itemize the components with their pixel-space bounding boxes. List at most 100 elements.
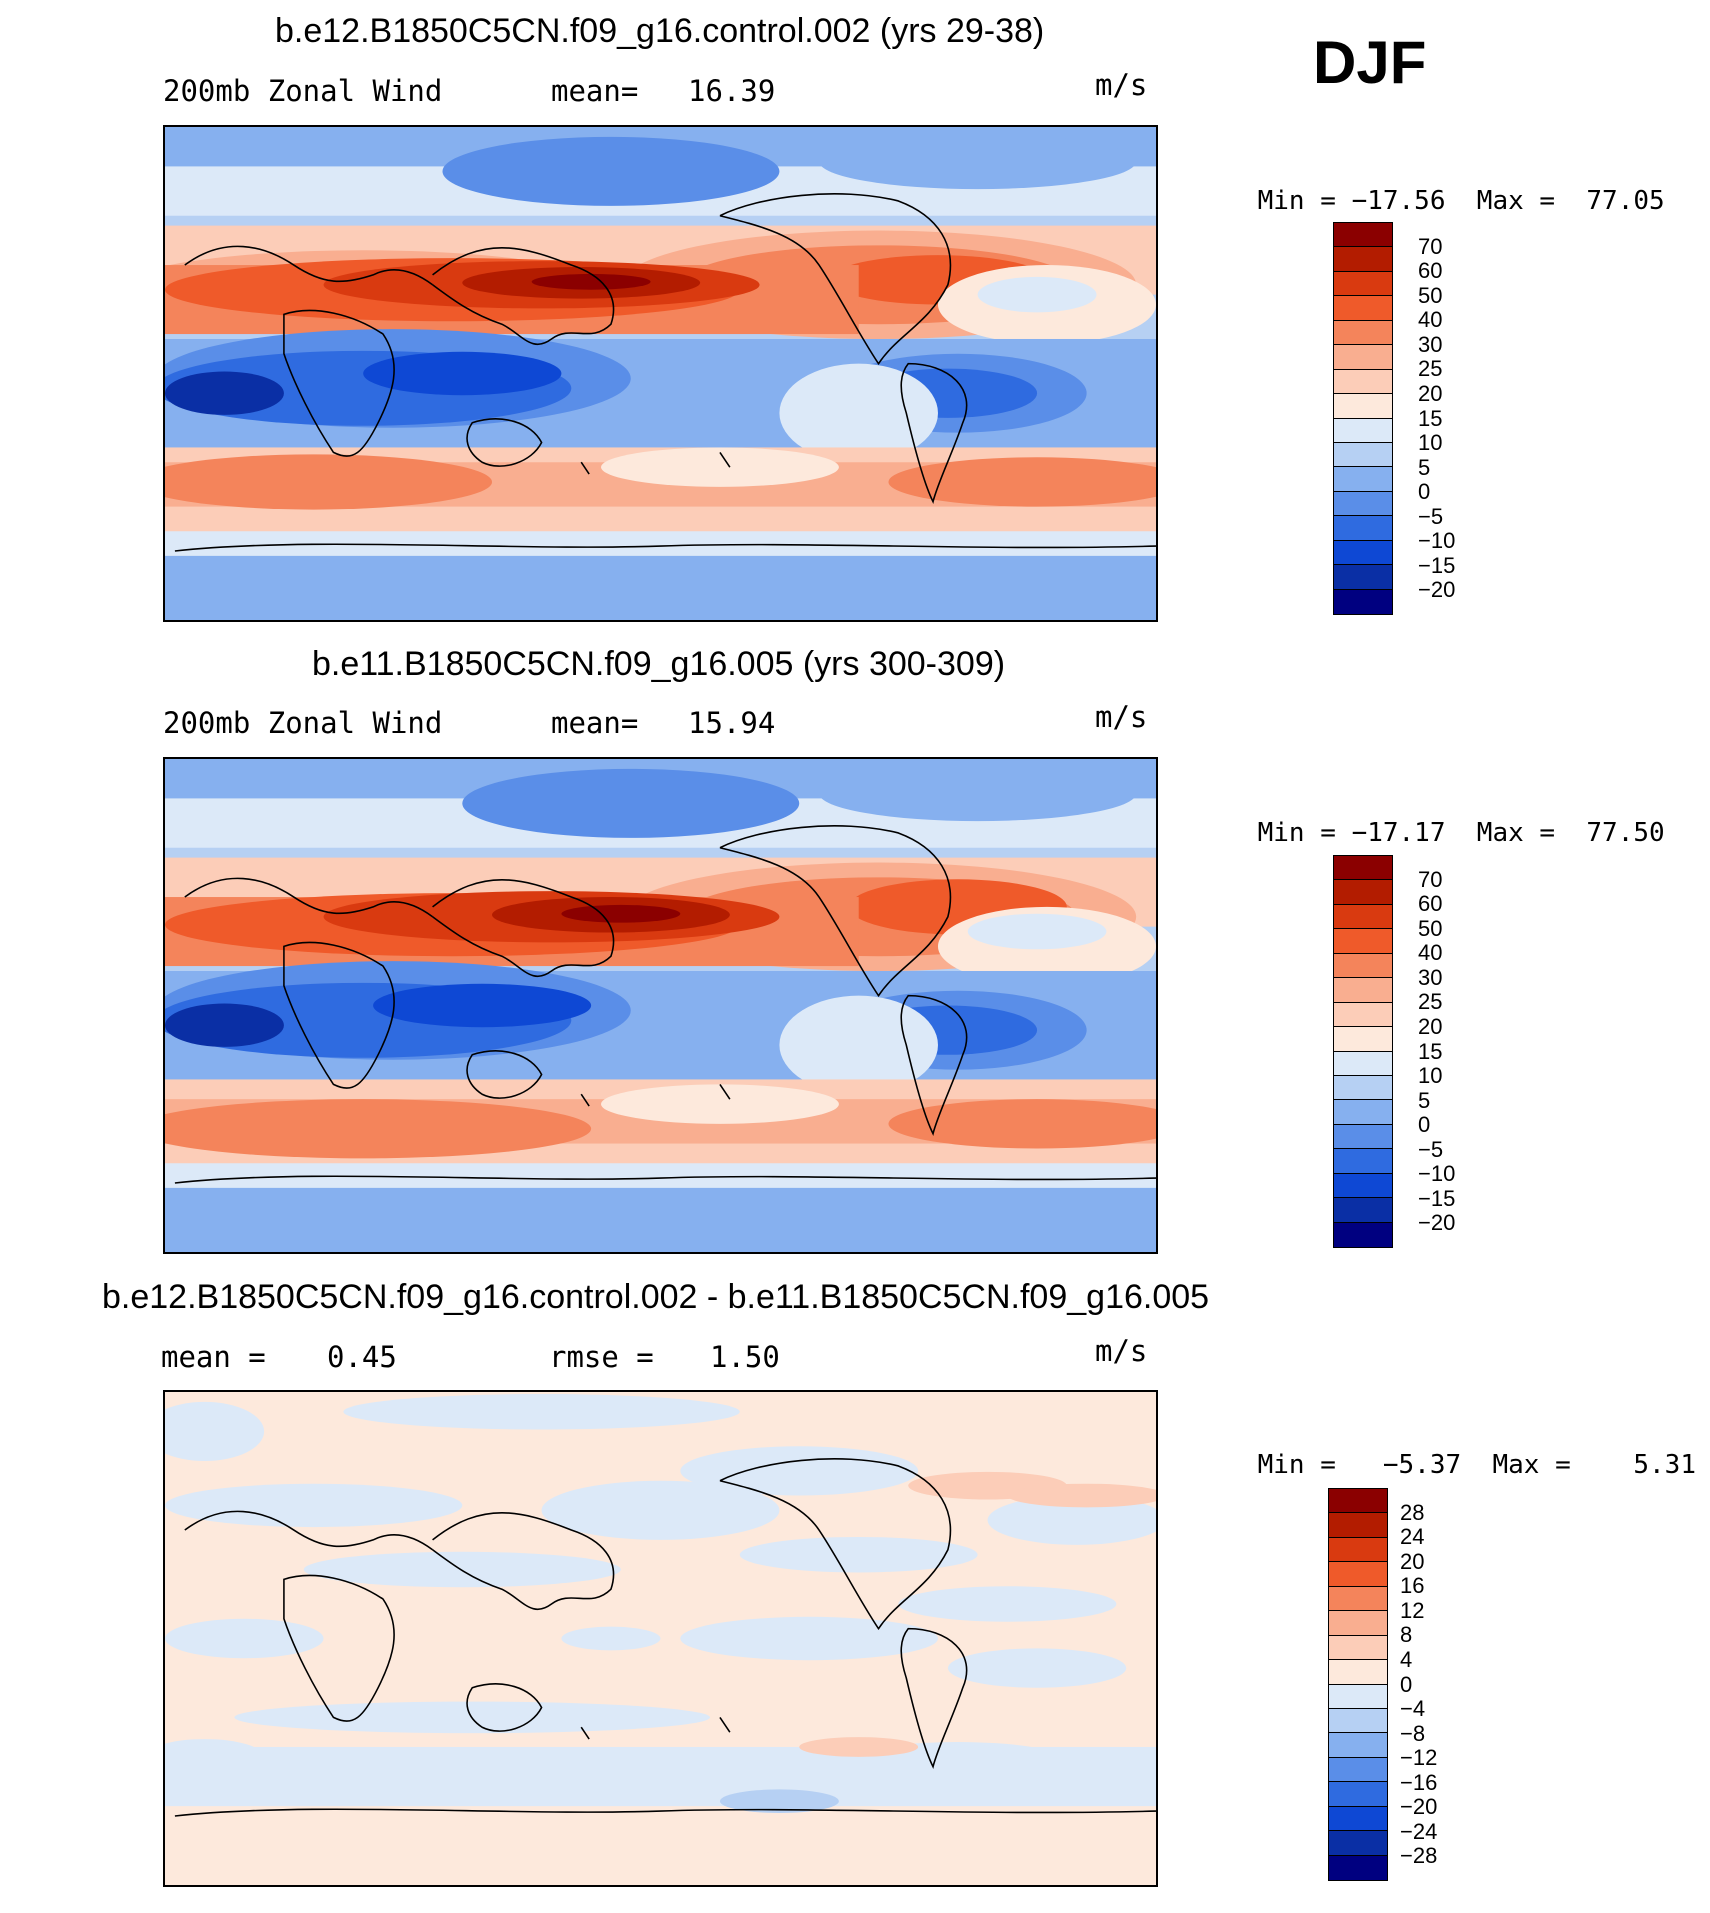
panel-title: b.e12.B1850C5CN.f09_g16.control.002 (yrs… <box>275 12 1045 50</box>
colorbar-swatch <box>1329 1586 1387 1612</box>
colorbar-tick-label: 8 <box>1400 1622 1413 1648</box>
colorbar-swatch <box>1334 296 1392 321</box>
colorbar-swatch <box>1334 978 1392 1003</box>
colorbar-tick-label: 40 <box>1418 940 1443 966</box>
colorbar-swatch <box>1334 1002 1392 1028</box>
colorbar-tick-label: 70 <box>1418 233 1443 259</box>
min-value: −5.37 <box>1382 1450 1462 1480</box>
max-label: Max = <box>1476 818 1556 848</box>
colorbar-swatch <box>1334 1124 1392 1150</box>
colorbar-swatch <box>1334 540 1392 566</box>
min-value: −17.17 <box>1351 818 1446 848</box>
colorbar-swatch <box>1329 1782 1387 1807</box>
colorbar-tick-label: −16 <box>1400 1769 1438 1795</box>
max-label: Max = <box>1492 1450 1571 1480</box>
colorbar-swatch <box>1329 1537 1387 1563</box>
colorbar-swatch <box>1329 1708 1387 1734</box>
colorbar-tick-label: 0 <box>1418 1112 1431 1138</box>
coastline-outlines <box>174 825 1156 1184</box>
colorbar-swatch <box>1329 1733 1387 1758</box>
colorbar-swatch <box>1334 565 1392 590</box>
colorbar-tick-label: −15 <box>1418 552 1456 578</box>
colorbar <box>1333 222 1393 615</box>
colorbar-tick-label: −4 <box>1400 1696 1426 1722</box>
colorbar-swatch <box>1334 953 1392 979</box>
colorbar-swatch <box>1334 418 1392 443</box>
colorbar-swatch <box>1329 1611 1387 1636</box>
colorbar-swatch <box>1334 491 1392 517</box>
colorbar-tick-label: 5 <box>1418 454 1431 480</box>
colorbar-swatch <box>1329 1660 1387 1685</box>
season-label: DJF <box>1313 29 1427 96</box>
map-panel <box>163 125 1158 622</box>
colorbar-tick-label: −20 <box>1418 577 1456 603</box>
max-value: 5.31 <box>1633 1450 1696 1480</box>
colorbar-swatch <box>1334 1222 1392 1247</box>
max-label: Max = <box>1476 186 1556 216</box>
colorbar-tick-label: −10 <box>1418 1161 1456 1187</box>
units-label: m/s <box>1095 68 1148 102</box>
colorbar-swatch <box>1334 394 1392 419</box>
mean-value: 16.39 <box>688 74 776 108</box>
colorbar-swatch <box>1334 1149 1392 1174</box>
colorbar-swatch <box>1334 345 1392 370</box>
zonal-wind-map <box>165 759 1156 1252</box>
colorbar-swatch <box>1334 880 1392 905</box>
colorbar-tick-label: 4 <box>1400 1646 1413 1672</box>
colorbar-swatch <box>1329 1855 1387 1880</box>
colorbar-swatch <box>1334 1198 1392 1223</box>
mean-label: mean= <box>551 706 639 740</box>
colorbar-tick-label: 0 <box>1400 1671 1413 1697</box>
colorbar-tick-label: 30 <box>1418 964 1443 990</box>
colorbar-tick-label: 60 <box>1418 891 1443 917</box>
mean-value: 15.94 <box>688 706 776 740</box>
colorbar-swatch <box>1329 1684 1387 1709</box>
colorbar <box>1328 1488 1388 1881</box>
colorbar-swatch <box>1329 1513 1387 1538</box>
variable-label: 200mb Zonal Wind <box>163 74 443 108</box>
colorbar-tick-label: 28 <box>1400 1499 1425 1525</box>
colorbar-tick-label: 10 <box>1418 430 1443 456</box>
colorbar-swatch <box>1334 1051 1392 1076</box>
difference-map <box>165 1392 1156 1885</box>
colorbar-tick-label: 20 <box>1418 380 1443 406</box>
mean-value: 0.45 <box>327 1340 397 1374</box>
colorbar-tick-label: 25 <box>1418 989 1443 1015</box>
coastline-outlines <box>174 193 1156 552</box>
panel-title: b.e12.B1850C5CN.f09_g16.control.002 - b.… <box>102 1278 1210 1316</box>
colorbar-swatch <box>1334 1027 1392 1052</box>
rmse-value: 1.50 <box>710 1340 780 1374</box>
colorbar-tick-label: −5 <box>1418 1136 1444 1162</box>
colorbar-swatch <box>1329 1562 1387 1587</box>
variable-label: 200mb Zonal Wind <box>163 706 443 740</box>
colorbar-tick-label: −28 <box>1400 1843 1438 1869</box>
min-label: Min = <box>1257 818 1336 848</box>
coastline-outlines <box>174 1458 1156 1817</box>
colorbar-tick-label: 20 <box>1400 1548 1425 1574</box>
colorbar-swatch <box>1329 1635 1387 1661</box>
max-value: 77.50 <box>1586 818 1665 848</box>
colorbar-swatch <box>1334 442 1392 468</box>
mean-label: mean= <box>551 74 639 108</box>
colorbar-tick-label: 50 <box>1418 282 1443 308</box>
colorbar-tick-label: 40 <box>1418 307 1443 333</box>
colorbar-swatch <box>1334 271 1392 297</box>
colorbar-tick-label: 15 <box>1418 1038 1443 1064</box>
mean-label: mean = <box>161 1340 266 1374</box>
colorbar-tick-label: 24 <box>1400 1524 1425 1550</box>
min-max-readout: Min = −17.17 Max = 77.50 <box>1195 788 1665 878</box>
min-label: Min = <box>1257 186 1336 216</box>
units-label: m/s <box>1095 1334 1148 1368</box>
min-max-readout: Min = −5.37 Max = 5.31 <box>1195 1420 1696 1510</box>
colorbar-tick-label: −20 <box>1400 1794 1438 1820</box>
colorbar-tick-label: −20 <box>1418 1210 1456 1236</box>
rmse-label: rmse = <box>549 1340 654 1374</box>
colorbar-tick-label: 16 <box>1400 1573 1425 1599</box>
map-panel <box>163 757 1158 1254</box>
colorbar-swatch <box>1334 1173 1392 1199</box>
colorbar-tick-label: 12 <box>1400 1597 1425 1623</box>
colorbar-swatch <box>1329 1757 1387 1783</box>
map-panel <box>163 1390 1158 1887</box>
colorbar-tick-label: 25 <box>1418 356 1443 382</box>
colorbar-swatch <box>1334 467 1392 492</box>
